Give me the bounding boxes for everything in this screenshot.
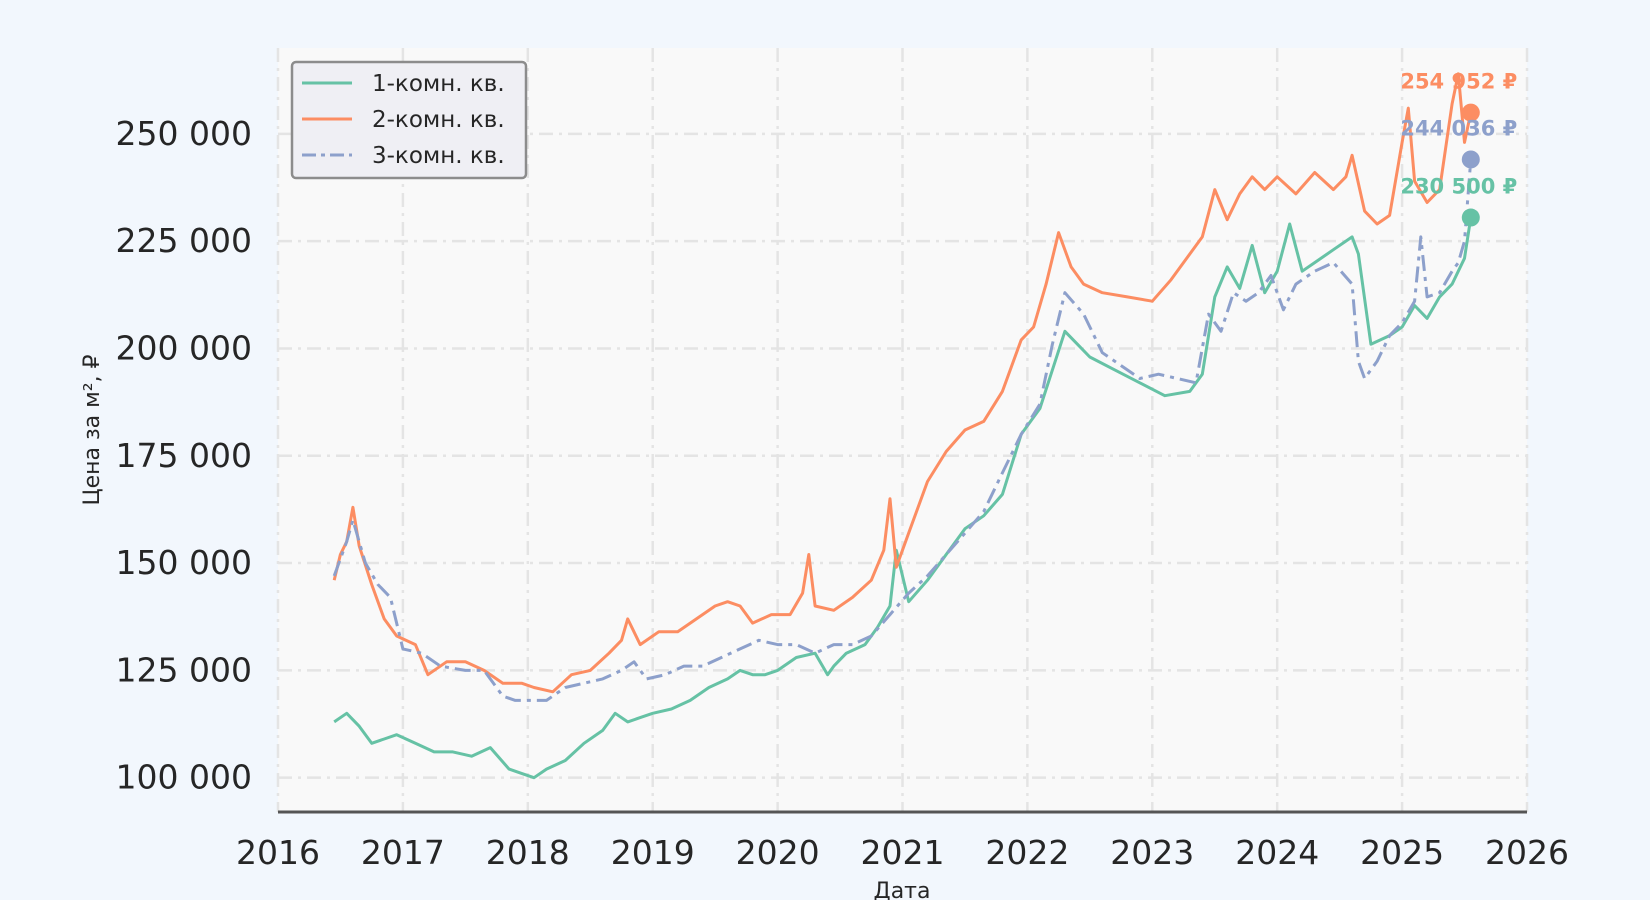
x-tick-2020: 2020 <box>736 833 820 872</box>
end-value-label-1: 230 500 ₽ <box>1400 175 1517 199</box>
y-axis-label: Цена за м², ₽ <box>80 354 105 505</box>
x-tick-2023: 2023 <box>1110 833 1194 872</box>
series-line-3 <box>332 159 1473 702</box>
x-tick-2025: 2025 <box>1360 833 1444 872</box>
x-tick-2026: 2026 <box>1485 833 1569 872</box>
x-tick-2018: 2018 <box>486 833 570 872</box>
y-tick-2: 150 000 <box>116 543 252 582</box>
y-tick-0: 100 000 <box>116 758 252 797</box>
y-tick-1: 125 000 <box>116 650 252 689</box>
x-tick-2017: 2017 <box>361 833 445 872</box>
legend-box <box>290 60 528 180</box>
legend-label-1: 1-комн. кв. <box>372 71 505 97</box>
x-tick-labels: 2016 2017 2018 2019 2020 2021 2022 2023 2024 2025… <box>236 833 1569 872</box>
x-axis-label: Дата <box>874 879 931 900</box>
x-tick-2024: 2024 <box>1235 833 1319 872</box>
legend: 1-комн. кв. 2-комн. кв. 3-комн. кв. <box>290 60 528 180</box>
x-tick-2022: 2022 <box>985 833 1069 872</box>
legend-label-3: 3-комн. кв. <box>372 143 505 169</box>
x-tick-2016: 2016 <box>236 833 320 872</box>
end-marker-1 <box>1461 208 1480 227</box>
end-value-label-3: 244 036 ₽ <box>1400 116 1517 140</box>
series-lines <box>332 72 1473 780</box>
y-tick-labels: 100 000 125 000 150 000 175 000 200 000 225 0… <box>116 114 252 797</box>
x-tick-2019: 2019 <box>611 833 695 872</box>
end-marker-3 <box>1461 150 1480 169</box>
series-line-2 <box>332 72 1473 694</box>
y-tick-5: 225 000 <box>116 221 252 260</box>
end-value-label-2: 254 952 ₽ <box>1400 70 1517 94</box>
series-line-1 <box>333 217 1473 780</box>
x-tick-2021: 2021 <box>861 833 945 872</box>
y-tick-3: 175 000 <box>116 436 252 475</box>
end-value-markers: 230 500 ₽ 254 952 ₽ 244 036 ₽ <box>1400 70 1517 227</box>
end-marker-2 <box>1461 103 1480 122</box>
y-tick-4: 200 000 <box>116 328 252 367</box>
y-tick-6: 250 000 <box>116 114 252 153</box>
legend-label-2: 2-комн. кв. <box>372 107 505 133</box>
